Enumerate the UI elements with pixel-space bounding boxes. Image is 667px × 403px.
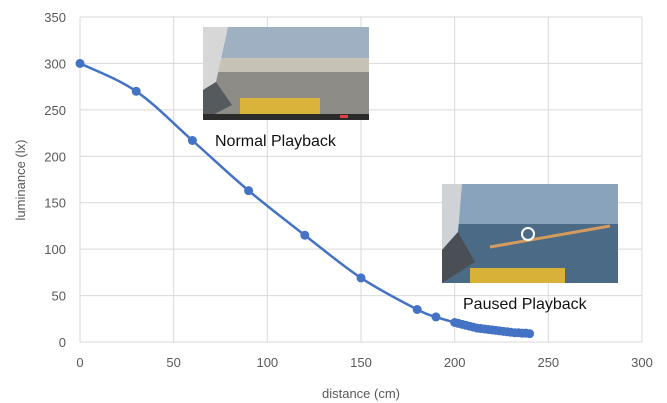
x-tick-label: 200 <box>444 355 466 370</box>
data-point <box>356 273 366 283</box>
paused-playback-caption: Paused Playback <box>463 296 588 313</box>
x-axis-label: distance (cm) <box>322 386 400 401</box>
y-tick-label: 250 <box>44 103 66 118</box>
series-layer <box>75 58 535 339</box>
normal-playback-thumbnail <box>203 27 369 120</box>
data-point <box>431 312 441 322</box>
y-tick-label: 150 <box>44 196 66 211</box>
x-tick-label: 50 <box>166 355 180 370</box>
x-tick-label: 300 <box>631 355 653 370</box>
y-tick-label: 350 <box>44 10 66 25</box>
x-tick-label: 0 <box>76 355 83 370</box>
y-axis-label: luminance (lx) <box>13 140 28 221</box>
data-point <box>75 58 85 68</box>
data-point <box>300 230 310 240</box>
y-tick-labels: 0 50 100 150 200 250 300 350 <box>44 10 66 350</box>
data-point <box>187 136 197 145</box>
y-tick-label: 200 <box>44 149 66 164</box>
x-tick-label: 250 <box>537 355 559 370</box>
paused-playback-thumbnail <box>442 184 618 283</box>
y-tick-label: 50 <box>52 289 66 304</box>
y-tick-label: 100 <box>44 242 66 257</box>
x-tick-labels: 0 50 100 150 200 250 300 <box>76 355 652 370</box>
data-point <box>525 329 535 339</box>
data-point <box>244 186 254 196</box>
data-point <box>412 305 422 314</box>
data-point <box>131 86 141 96</box>
y-tick-label: 0 <box>59 335 66 350</box>
x-tick-label: 100 <box>256 355 278 370</box>
normal-playback-caption: Normal Playback <box>215 133 337 150</box>
y-tick-label: 300 <box>44 56 66 71</box>
x-tick-label: 150 <box>350 355 372 370</box>
